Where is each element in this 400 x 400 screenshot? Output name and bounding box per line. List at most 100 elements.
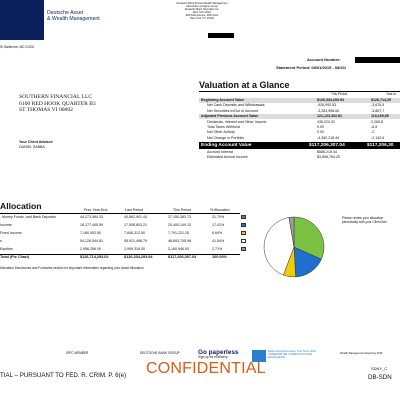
valuation-row-this: -4,352,218.49 bbox=[317, 135, 340, 140]
header-this-period: This Period bbox=[173, 208, 192, 212]
valuation-extra-label: Accrued Interest bbox=[207, 150, 234, 154]
valuation-row: Total Taxes Withheld 0.00 -6,5 bbox=[199, 125, 400, 130]
ending-this: $117,206,307.04 bbox=[309, 143, 345, 148]
legend-swatch bbox=[241, 239, 246, 243]
header-last-period: Last Period bbox=[125, 208, 144, 212]
header-prior-year-end: Prior Year-End bbox=[84, 208, 108, 212]
footer-group: DEUTSCHE BANK GROUP bbox=[140, 351, 180, 355]
brand-logo bbox=[0, 0, 44, 40]
allocation-this: 3,160,946.00 bbox=[168, 247, 189, 251]
confidential-stamp: CONFIDENTIAL bbox=[146, 360, 266, 377]
allocation-section: Allocation Prior Year-End Last Period Th… bbox=[0, 198, 400, 298]
allocation-label: Fixed Income bbox=[0, 231, 22, 235]
allocation-this: 37,150,383.73 bbox=[168, 215, 191, 219]
pie-slice bbox=[288, 216, 295, 248]
allocation-row: Equities 2,956,256.00 2,999,316.00 3,160,94… bbox=[0, 246, 240, 252]
valuation-row-this: 0.00 bbox=[317, 130, 324, 135]
allocation-headers: Prior Year-End Last Period This Period %… bbox=[80, 208, 240, 213]
allocation-label: Equities bbox=[0, 247, 13, 251]
return-address-line: New York Office bbox=[192, 11, 212, 15]
allocation-last: 7,846,312.50 bbox=[124, 231, 145, 235]
valuation-row-label: Net Securities In/Out of Account bbox=[207, 108, 258, 113]
go-paperless-sub: Sign up for eDelivery bbox=[198, 355, 228, 359]
pie-slice bbox=[293, 216, 325, 260]
allocation-label: , Money Funds, and Bank Deposits bbox=[0, 215, 56, 219]
valuation-row-label: Adjusted Previous Account Value bbox=[201, 114, 259, 119]
return-address: Deutsche Bank Private Wealth Management A… bbox=[172, 2, 232, 21]
valuation-row-year: 2,265,8 bbox=[371, 119, 383, 124]
total-last: $126,334,293.94 bbox=[124, 255, 153, 259]
return-address-line: 345 Park Avenue, 26th Floor bbox=[185, 14, 219, 18]
pie-slice bbox=[263, 217, 295, 276]
doc-code: SDNY_C bbox=[371, 366, 388, 371]
valuation-row-year: -6,5 bbox=[371, 125, 378, 129]
legend-swatch bbox=[241, 223, 246, 227]
advisor-block: Your Client Advisor: DANIEL SABBA bbox=[19, 140, 53, 149]
allocation-rows: , Money Funds, and Bank Deposits 44,273,9… bbox=[0, 214, 240, 254]
ending-year: $117,206,30 bbox=[367, 143, 394, 148]
client-address-line1: 6100 RED HOOK QUARTER B3 bbox=[19, 100, 96, 107]
divider bbox=[0, 254, 240, 255]
allocation-pie-chart bbox=[263, 216, 325, 278]
allocation-prior: 44,273,984.33 bbox=[80, 215, 103, 219]
allocation-pct: 2.71% bbox=[212, 247, 223, 251]
valuation-extra-row: Accrued Interest $586,215.44 bbox=[199, 150, 400, 155]
allocation-pct: 17.41% bbox=[212, 223, 225, 227]
valuation-row-year: -3,676,5 bbox=[371, 103, 385, 108]
valuation-rows: Beginning Account Value $126,334,293.94 $1… bbox=[199, 98, 400, 158]
valuation-row: Net Change in Portfolio -4,352,218.49 -2,1… bbox=[199, 136, 400, 141]
return-address-line: Deutsche Bank Securities Inc. bbox=[184, 8, 220, 12]
allocation-row: Income 18,177,405.59 17,508,803.21 20,400,1… bbox=[0, 222, 240, 228]
total-this: $117,206,307.04 bbox=[168, 255, 197, 259]
allocation-footnote: Allocation Disclosures and Footnotes sec… bbox=[0, 266, 145, 270]
valuation-row-label: Total Taxes Withheld bbox=[207, 125, 240, 129]
footer-sipc: SIPC MEMBER bbox=[66, 351, 89, 355]
valuation-extra-row: Estimated Annual Income $3,858,764.25 bbox=[199, 155, 400, 160]
valuation-extra-value: $586,215.44 bbox=[317, 150, 337, 154]
bates-number: DB-SDN bbox=[368, 374, 392, 381]
legend-swatch bbox=[241, 247, 246, 251]
brand-name: Deutsche Asset & Wealth Management bbox=[47, 10, 100, 22]
award-text: Dalbar Excellence Every Year Since 2001 … bbox=[268, 350, 316, 360]
allocation-last: 2,999,316.00 bbox=[124, 247, 145, 251]
account-number-redacted bbox=[355, 57, 400, 63]
valuation-row: Net Securities In/Out of Account -3,283,9… bbox=[199, 109, 400, 114]
valuation-row: Net Cash Deposits and Withdrawals -926,99… bbox=[199, 103, 400, 108]
valuation-row-year: $126,714,29 bbox=[371, 98, 391, 102]
client-address-line2: ST THOMAS VI 00802 bbox=[19, 107, 73, 114]
account-number-label: Account Number: bbox=[307, 57, 341, 62]
side-note-line1: Please review your allocation bbox=[342, 216, 384, 220]
allocation-total-row: Total (Pie Chart) $126,714,293.02 $126,3… bbox=[0, 254, 240, 260]
advisor-name: DANIEL SABBA bbox=[19, 144, 45, 149]
valuation-row: Adjusted Previous Account Value 121,123,3… bbox=[199, 114, 400, 120]
allocation-prior: 18,177,405.59 bbox=[80, 223, 103, 227]
valuation-panel: Valuation at a Glance This Period Year-t… bbox=[199, 80, 400, 196]
valuation-row-this: 121,123,302.81 bbox=[317, 114, 342, 119]
side-note-line2: periodically with your Client Adv bbox=[342, 219, 387, 224]
legend-column bbox=[240, 214, 248, 254]
valuation-title: Valuation at a Glance bbox=[199, 80, 290, 90]
allocation-label: s bbox=[0, 239, 2, 243]
client-address: SOUTHERN FINANCIAL LLC 6100 RED HOOK QUA… bbox=[19, 94, 96, 114]
return-address-line: New York, NY 10154 bbox=[190, 17, 214, 21]
allocation-prior: 7,180,952.50 bbox=[80, 231, 101, 235]
valuation-row-this: $126,334,293.94 bbox=[317, 98, 344, 102]
allocation-side-note: Please review your allocation periodical… bbox=[342, 216, 387, 224]
divider bbox=[199, 91, 400, 92]
total-prior: $126,714,293.02 bbox=[80, 255, 109, 259]
allocation-this: 48,693,705.96 bbox=[168, 239, 191, 243]
header-pct-allocation: % Allocation bbox=[210, 208, 230, 212]
valuation-extra-label: Estimated Annual Income bbox=[207, 155, 248, 159]
go-paperless: Go paperless bbox=[198, 349, 239, 356]
valuation-row-this: -3,283,998.60 bbox=[317, 108, 340, 113]
valuation-row-year: 119,169,99 bbox=[371, 114, 389, 119]
valuation-row-this: 0.00 bbox=[317, 125, 324, 129]
branch-address: l5, Baltimore, MD 21202 bbox=[0, 45, 35, 49]
allocation-title: Allocation bbox=[0, 201, 42, 211]
col-year-to-date: Year-to bbox=[386, 92, 397, 96]
valuation-row-label: Net Change in Portfolio bbox=[207, 135, 245, 140]
valuation-row-this: -926,992.53 bbox=[317, 103, 337, 108]
valuation-row-year: -3,867,7 bbox=[371, 108, 385, 113]
allocation-pct: 41.54% bbox=[212, 239, 225, 243]
allocation-this: 7,791,221.25 bbox=[168, 231, 189, 235]
